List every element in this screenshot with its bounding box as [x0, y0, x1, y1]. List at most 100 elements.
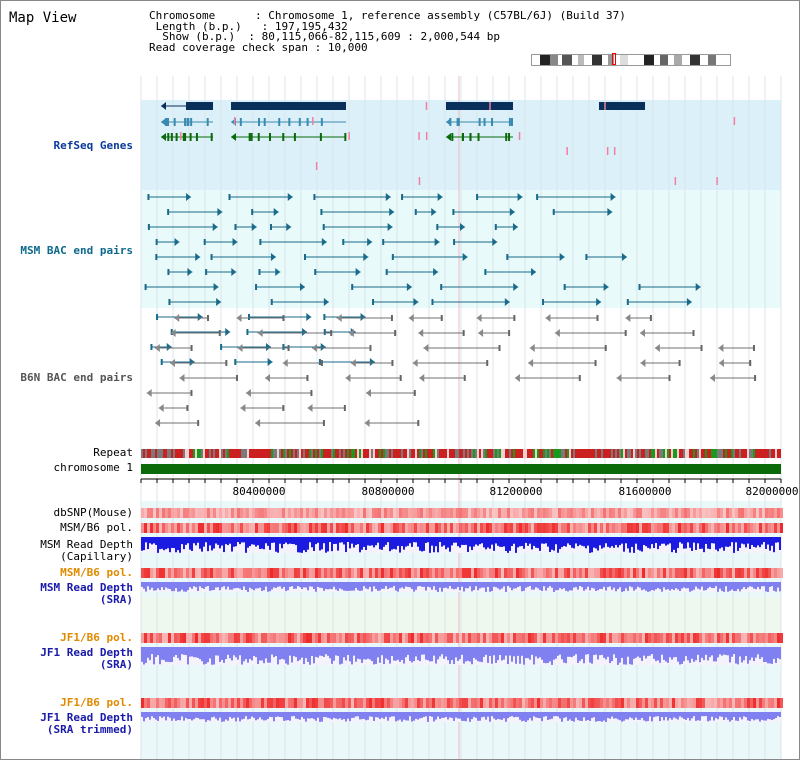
- repeat-segment: [561, 449, 563, 458]
- jf1-depth-trimmed-bar: [299, 712, 301, 720]
- dbsnp-density-cell: [366, 508, 369, 518]
- chromosome-ideogram[interactable]: [531, 53, 731, 66]
- dbsnp-density-cell: [360, 508, 363, 518]
- msm-depth-capillary-bar: [475, 537, 477, 545]
- jf1-depth-trimmed-bar: [265, 712, 267, 721]
- jf1-depth-trimmed-bar: [477, 712, 479, 721]
- track-label-jf1-depth-trimmed[interactable]: JF1 Read Depth: [40, 711, 133, 724]
- track-label-repeat[interactable]: Repeat: [93, 446, 133, 459]
- coverage-value: 10,000: [327, 40, 368, 54]
- track-label-dbsnp[interactable]: dbSNP(Mouse): [53, 506, 133, 519]
- msm-depth-sra-bar: [437, 582, 439, 592]
- repeat-segment: [469, 449, 471, 458]
- jf1-depth-trimmed-bar: [545, 712, 547, 717]
- track-label-msm-bac[interactable]: MSM BAC end pairs: [20, 244, 133, 257]
- track-label-b6n-bac[interactable]: B6N BAC end pairs: [20, 371, 133, 384]
- msm-depth-capillary-bar: [415, 537, 417, 543]
- msm-depth-sra-bar: [613, 582, 615, 588]
- repeat-segment: [397, 449, 399, 458]
- msm-depth-sra-bar: [611, 582, 613, 590]
- msm-b6-pol-2-cell: [288, 568, 291, 578]
- track-label-jf1-depth-sra[interactable]: JF1 Read Depth: [40, 646, 133, 659]
- msm-depth-capillary-bar: [381, 537, 383, 550]
- msm-b6-pol-2-cell: [546, 568, 549, 578]
- jf1-depth-sra-bar: [701, 647, 703, 658]
- repeat-segment: [689, 449, 691, 458]
- msm-depth-capillary-bar: [571, 537, 573, 548]
- track-label-msm-b6-pol[interactable]: MSM/B6 pol.: [60, 521, 133, 534]
- jf1-b6-pol-cell: [678, 633, 681, 643]
- jf1-b6-pol-2-cell: [648, 698, 651, 708]
- jf1-b6-pol-2-cell: [306, 698, 309, 708]
- jf1-depth-trimmed-bar: [357, 712, 359, 717]
- repeat-segment: [513, 449, 515, 458]
- msm-b6-pol-cell: [312, 523, 315, 533]
- msm-depth-sra-bar: [335, 582, 337, 590]
- msm-b6-pol-2-cell: [636, 568, 639, 578]
- track-label-chromosome[interactable]: chromosome 1: [53, 461, 133, 474]
- jf1-depth-trimmed-bar: [465, 712, 467, 722]
- jf1-b6-pol-cell: [246, 633, 249, 643]
- msm-depth-capillary-bar: [757, 537, 759, 546]
- refseq-gene-exon: [167, 133, 170, 141]
- msm-depth-capillary-bar: [339, 537, 341, 543]
- track-label-msm-depth-sra[interactable]: MSM Read Depth: [40, 581, 133, 594]
- axis-tick-label: 80800000: [361, 485, 415, 498]
- msm-bac-end-marker: [585, 254, 588, 260]
- jf1-depth-trimmed-bar: [309, 712, 311, 719]
- msm-b6-pol-cell: [537, 523, 540, 533]
- jf1-depth-sra-bar: [213, 647, 215, 665]
- msm-depth-sra-bar: [753, 582, 755, 589]
- repeat-segment: [171, 449, 173, 458]
- msm-depth-sra-bar: [605, 582, 607, 591]
- ideogram-band: [608, 55, 614, 65]
- msm-b6-pol-2-cell: [588, 568, 591, 578]
- dbsnp-density-cell: [471, 508, 474, 518]
- jf1-depth-sra-bar: [573, 647, 575, 656]
- jf1-b6-pol-2-cell: [390, 698, 393, 708]
- repeat-segment: [449, 449, 451, 458]
- jf1-depth-sra-bar: [313, 647, 315, 664]
- msm-depth-sra-bar: [285, 582, 287, 592]
- jf1-depth-trimmed-bar: [461, 712, 463, 721]
- jf1-depth-trimmed-bar: [497, 712, 499, 719]
- msm-depth-capillary-bar: [539, 537, 541, 551]
- jf1-depth-trimmed-bar: [173, 712, 175, 719]
- track-label-refseq[interactable]: RefSeq Genes: [53, 139, 133, 152]
- jf1-depth-sra-bar: [683, 647, 685, 662]
- msm-bac-end-marker: [509, 208, 515, 216]
- jf1-b6-pol-2-cell: [435, 698, 438, 708]
- jf1-depth-trimmed-bar: [231, 712, 233, 719]
- jf1-b6-pol-2-cell: [234, 698, 237, 708]
- track-label-msm-b6-pol-2[interactable]: MSM/B6 pol.: [60, 566, 133, 579]
- b6n-bac-end-marker: [391, 360, 394, 366]
- msm-b6-pol-2-cell: [483, 568, 486, 578]
- dbsnp-density-cell: [498, 508, 501, 518]
- track-label-msm-depth-capillary[interactable]: MSM Read Depth: [40, 538, 133, 551]
- dbsnp-density-cell: [588, 508, 591, 518]
- jf1-depth-sra-bar: [427, 647, 429, 661]
- coverage-label: Read coverage check span: [149, 40, 308, 54]
- msm-depth-sra-bar: [471, 582, 473, 592]
- msm-b6-pol-2-cell: [765, 568, 768, 578]
- jf1-b6-pol-2-cell: [276, 698, 279, 708]
- dbsnp-density-cell: [339, 508, 342, 518]
- track-label-jf1-b6-pol[interactable]: JF1/B6 pol.: [60, 631, 133, 644]
- jf1-depth-sra-bar: [527, 647, 529, 659]
- repeat-segment: [533, 449, 535, 458]
- msm-depth-capillary-bar: [221, 537, 223, 546]
- msm-depth-sra-bar: [657, 582, 659, 589]
- jf1-b6-pol-2-cell: [201, 698, 204, 708]
- msm-b6-pol-cell: [756, 523, 759, 533]
- jf1-b6-pol-2-cell: [321, 698, 324, 708]
- repeat-segment: [429, 449, 431, 458]
- track-label-jf1-b6-pol-2[interactable]: JF1/B6 pol.: [60, 696, 133, 709]
- msm-depth-capillary-bar: [313, 537, 315, 551]
- jf1-b6-pol-cell: [657, 633, 660, 643]
- jf1-depth-trimmed-bar: [771, 712, 773, 720]
- dbsnp-density-cell: [231, 508, 234, 518]
- repeat-segment: [663, 449, 665, 458]
- jf1-depth-sra-bar: [407, 647, 409, 655]
- msm-depth-sra-bar: [601, 582, 603, 590]
